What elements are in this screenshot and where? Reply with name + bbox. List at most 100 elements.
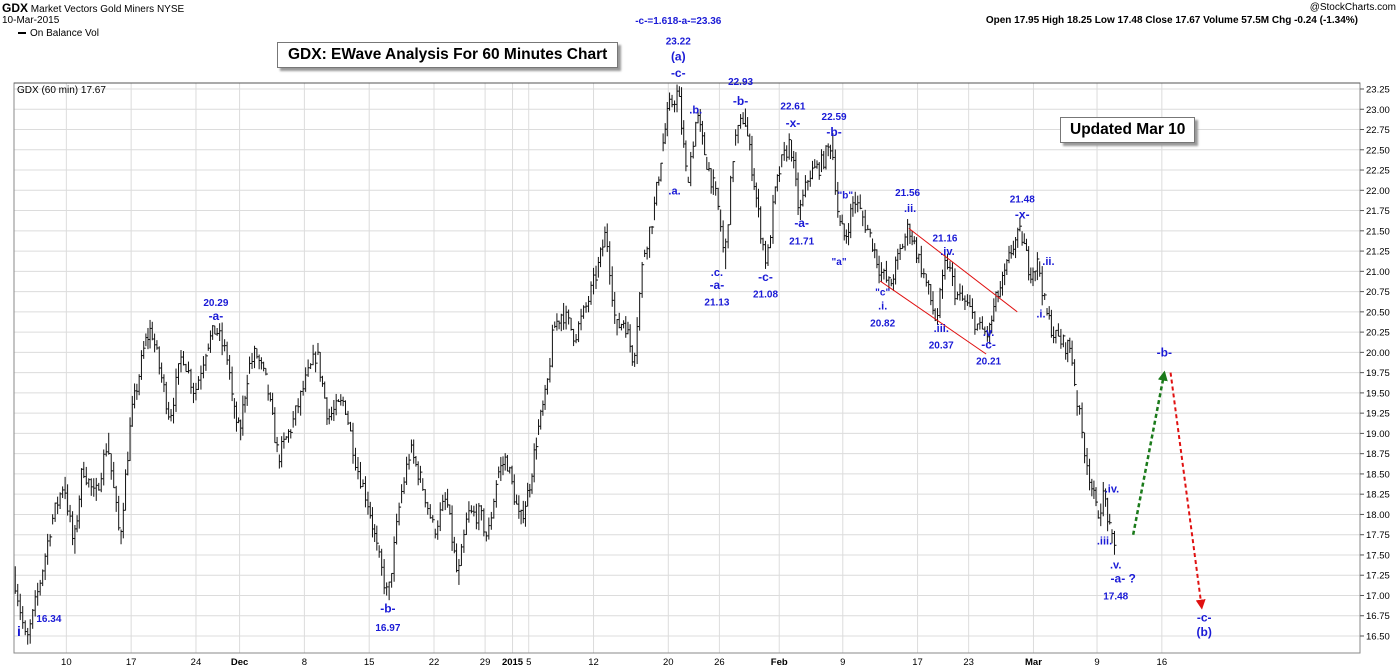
wave-label: -b- xyxy=(380,601,395,615)
y-tick-label: 19.50 xyxy=(1366,388,1390,399)
y-tick-label: 18.50 xyxy=(1366,469,1390,480)
indicator-swatch xyxy=(18,32,26,35)
header-symbol: GDX xyxy=(2,1,29,15)
wave-label: -b- xyxy=(1157,345,1172,359)
y-tick-label: 23.00 xyxy=(1366,105,1390,116)
x-tick-label: Dec xyxy=(231,657,248,668)
wave-label: -c- xyxy=(981,337,996,351)
updated-box: Updated Mar 10 xyxy=(1060,117,1196,143)
channel-line xyxy=(879,280,987,355)
y-tick-label: 18.00 xyxy=(1366,510,1390,521)
x-tick-label: 10 xyxy=(61,657,72,668)
wave-label: 16.34 xyxy=(36,614,61,625)
y-tick-label: 20.25 xyxy=(1366,328,1390,339)
y-tick-label: 19.25 xyxy=(1366,409,1390,420)
wave-label: -b- xyxy=(733,94,748,108)
wave-label: i xyxy=(17,623,21,639)
wave-label: 21.13 xyxy=(704,297,729,308)
wave-label: .ii. xyxy=(904,203,916,215)
wave-label: .iii. xyxy=(1097,535,1112,547)
y-tick-label: 17.50 xyxy=(1366,550,1390,561)
indicator-label: On Balance Vol xyxy=(30,28,99,39)
title-box: GDX: EWave Analysis For 60 Minutes Chart xyxy=(277,42,619,68)
wave-label: .v. xyxy=(983,327,994,339)
wave-label: "b" xyxy=(837,190,853,201)
x-axis: 10 17 24 Dec 8 15 22 29 2015 5 12 20 26 Feb 9 17 23 Mar 9 1… xyxy=(61,657,1167,668)
y-tick-label: 17.00 xyxy=(1366,591,1390,602)
x-tick-label: 16 xyxy=(1157,657,1168,668)
header-exchange: NYSE xyxy=(156,4,185,15)
wave-label: -a- ? xyxy=(1111,572,1136,586)
wave-label: -c-=1.618-a-=23.36 xyxy=(635,16,722,27)
y-tick-label: 21.25 xyxy=(1366,247,1390,258)
x-tick-label: 12 xyxy=(588,657,599,668)
chart-overlays xyxy=(879,227,1206,610)
series-label: GDX (60 min) 17.67 xyxy=(17,85,106,96)
y-tick-label: 16.50 xyxy=(1366,632,1390,643)
x-tick-label: 5 xyxy=(526,657,531,668)
wave-label: 22.93 xyxy=(728,77,753,88)
y-tick-label: 18.25 xyxy=(1366,490,1390,501)
wave-label: "c" xyxy=(875,288,890,299)
x-tick-label: 23 xyxy=(963,657,974,668)
wave-label: 21.56 xyxy=(895,188,920,199)
wave-label: -c- xyxy=(1197,610,1212,624)
x-tick-label: Feb xyxy=(771,657,788,668)
wave-label: 20.82 xyxy=(870,318,895,329)
wave-label: -x- xyxy=(1015,208,1030,222)
x-tick-label: Mar xyxy=(1025,657,1042,668)
x-tick-label: 8 xyxy=(302,657,307,668)
wave-label: (b) xyxy=(1197,625,1212,639)
wave-annotations: i16.3420.29-a--b-16.97-c-=1.618-a-=23.36… xyxy=(17,16,1212,639)
y-tick-label: 17.25 xyxy=(1366,571,1390,582)
y-tick-label: 22.00 xyxy=(1366,186,1390,197)
y-tick-label: 19.00 xyxy=(1366,429,1390,440)
wave-label: .iv. xyxy=(940,246,954,258)
plot-frame xyxy=(13,82,1361,654)
wave-label: (a) xyxy=(671,50,686,64)
x-tick-label: 26 xyxy=(714,657,725,668)
wave-label: .c. xyxy=(711,267,723,279)
x-tick-label: 29 xyxy=(480,657,491,668)
header-symbol-line: GDX Market Vectors Gold Miners NYSE xyxy=(2,2,184,16)
wave-label: .iii. xyxy=(934,323,949,335)
y-tick-label: 22.75 xyxy=(1366,125,1390,136)
wave-label: 21.71 xyxy=(789,237,814,248)
y-axis: 16.50 16.75 17.00 17.25 17.50 17.75 18.00 18.25… xyxy=(1360,85,1390,643)
y-tick-label: 20.75 xyxy=(1366,287,1390,298)
y-tick-label: 21.75 xyxy=(1366,206,1390,217)
wave-label: 21.16 xyxy=(932,233,957,244)
wave-label: -b- xyxy=(826,125,841,139)
x-tick-label: 17 xyxy=(126,657,137,668)
wave-label: -a- xyxy=(710,278,725,292)
wave-label: 22.59 xyxy=(822,112,847,123)
header-indicator: On Balance Vol xyxy=(18,28,99,40)
wave-label: .v. xyxy=(1110,560,1121,572)
wave-label: 23.22 xyxy=(666,36,691,47)
x-tick-label: 17 xyxy=(912,657,923,668)
wave-label: 20.37 xyxy=(929,340,954,351)
y-tick-label: 23.25 xyxy=(1366,85,1390,96)
x-tick-label: 2015 xyxy=(502,657,524,668)
y-tick-label: 20.00 xyxy=(1366,348,1390,359)
wave-label: .b. xyxy=(689,104,702,116)
y-tick-label: 17.75 xyxy=(1366,530,1390,541)
header-quote: Open 17.95 High 18.25 Low 17.48 Close 17… xyxy=(985,15,1358,26)
wave-label: .ii. xyxy=(1042,256,1054,268)
wave-label: -a- xyxy=(794,216,809,230)
channel-line xyxy=(908,227,1018,313)
wave-label: -c- xyxy=(671,66,686,80)
y-tick-label: 22.50 xyxy=(1366,145,1390,156)
y-tick-label: 21.00 xyxy=(1366,267,1390,278)
x-tick-label: 24 xyxy=(191,657,202,668)
price-bars xyxy=(14,84,1117,645)
wave-label: -a- xyxy=(209,309,224,323)
wave-label: 21.48 xyxy=(1010,194,1035,205)
y-tick-label: 20.50 xyxy=(1366,307,1390,318)
wave-label: .i. xyxy=(1036,309,1045,321)
y-tick-label: 21.50 xyxy=(1366,226,1390,237)
x-tick-label: 15 xyxy=(364,657,375,668)
wave-label: -c- xyxy=(758,270,773,284)
x-tick-label: 20 xyxy=(663,657,674,668)
wave-label: .a. xyxy=(668,185,680,197)
